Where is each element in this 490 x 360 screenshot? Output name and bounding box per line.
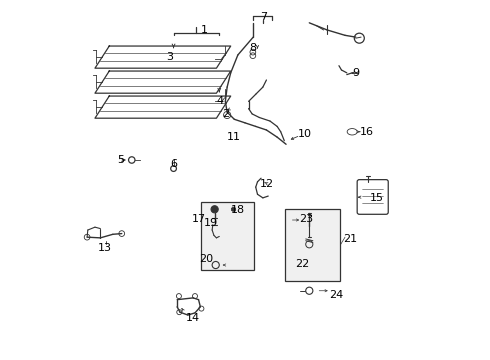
Text: 23: 23: [299, 214, 313, 224]
Text: 2: 2: [222, 109, 229, 119]
FancyBboxPatch shape: [201, 202, 254, 270]
FancyBboxPatch shape: [357, 180, 388, 214]
Text: 19: 19: [204, 218, 218, 228]
Text: 10: 10: [298, 129, 312, 139]
Text: 22: 22: [295, 259, 309, 269]
Text: 18: 18: [231, 205, 245, 215]
Text: 3: 3: [167, 52, 173, 62]
Text: 13: 13: [98, 243, 112, 253]
Text: 7: 7: [260, 13, 268, 22]
Text: 24: 24: [329, 290, 343, 300]
Text: 12: 12: [260, 179, 274, 189]
Text: 1: 1: [200, 25, 207, 35]
Text: 11: 11: [226, 132, 241, 142]
Circle shape: [231, 207, 236, 211]
FancyBboxPatch shape: [285, 209, 341, 281]
Text: 8: 8: [249, 43, 256, 53]
Text: 5: 5: [117, 156, 124, 165]
Text: 4: 4: [217, 96, 223, 107]
Text: 20: 20: [198, 253, 213, 264]
Circle shape: [211, 206, 218, 213]
Text: 17: 17: [192, 214, 206, 224]
Text: 14: 14: [186, 312, 200, 323]
Text: 6: 6: [170, 159, 177, 169]
Text: 15: 15: [370, 193, 384, 203]
Text: 9: 9: [352, 68, 359, 78]
Text: 21: 21: [343, 234, 357, 244]
Text: 16: 16: [360, 127, 373, 137]
